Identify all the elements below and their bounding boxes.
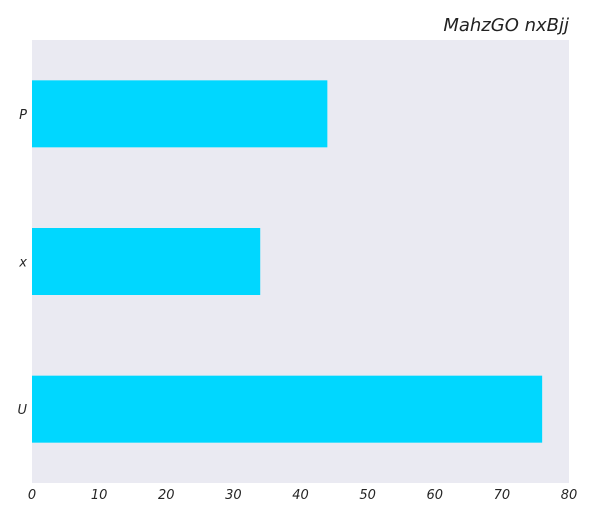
x-tick-label: 0 bbox=[28, 488, 36, 503]
y-tick-label: U bbox=[17, 403, 27, 418]
x-tick-label: 10 bbox=[91, 488, 108, 503]
bar-x bbox=[32, 228, 261, 295]
x-tick-label: 20 bbox=[158, 488, 175, 503]
chart-title: MahzGO nxBjj bbox=[443, 15, 569, 36]
bar-U bbox=[32, 375, 543, 443]
y-axis: Px U bbox=[17, 108, 27, 418]
x-tick-label: 40 bbox=[292, 488, 309, 503]
x-tick-label: 70 bbox=[494, 488, 511, 503]
bar-P bbox=[32, 80, 328, 148]
x-axis: 0 10 20 30 40 50 60 70 80 bbox=[28, 488, 577, 503]
x-tick-label: 30 bbox=[225, 488, 242, 503]
x-tick-label: 60 bbox=[426, 488, 443, 503]
bars-group bbox=[32, 80, 543, 443]
x-tick-label: 50 bbox=[359, 488, 376, 503]
x-tick-label: 80 bbox=[561, 488, 578, 503]
y-tick-label: P bbox=[19, 108, 27, 123]
y-tick-label: x bbox=[18, 256, 27, 271]
